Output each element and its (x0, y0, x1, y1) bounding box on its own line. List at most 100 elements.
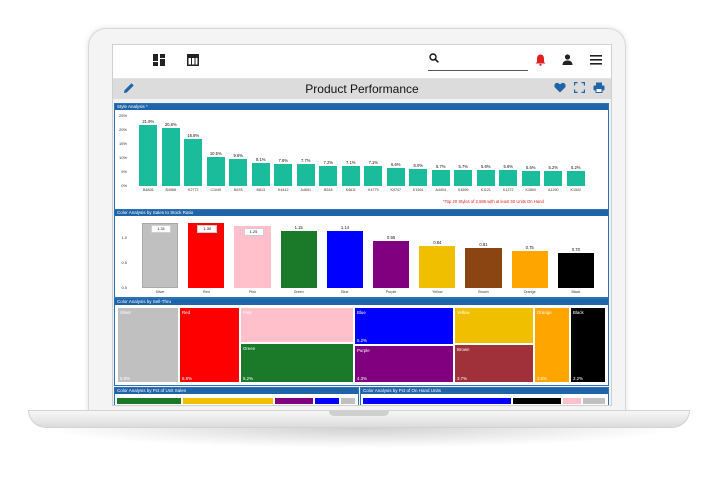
sellthru-tile-yellow[interactable]: Yellow (454, 307, 534, 344)
sellthru-tile-name: Brown (457, 347, 470, 352)
style-bar[interactable] (251, 163, 270, 186)
sellthru-tile-orange[interactable]: Orange 3.6% (534, 307, 570, 383)
style-category-label: K2772 (188, 188, 199, 192)
style-analysis-header: Style Analysis * (115, 104, 608, 110)
style-bar[interactable] (386, 167, 405, 186)
style-bar-value-label: 7.8% (278, 158, 289, 164)
style-bar-value-label: 5.6% (503, 164, 514, 170)
ratio-value-badge: 1.31 (151, 224, 172, 233)
style-category-label: K4611 (345, 188, 356, 192)
ratio-value-label: 0.81 (479, 241, 488, 247)
sellthru-tile-name: Red (182, 310, 191, 315)
top-toolbar (113, 45, 611, 79)
sellthru-tile-name: Silver (120, 310, 131, 315)
ratio-bar[interactable] (142, 222, 179, 288)
sellthru-tile-purple[interactable]: Purple 4.3% (354, 345, 454, 383)
style-bar-value-label: 7.1% (345, 160, 356, 166)
style-category-label: A4404 (435, 188, 446, 192)
print-icon[interactable] (593, 82, 605, 96)
unit-sales-strip (315, 398, 339, 404)
search-box (428, 53, 528, 71)
style-category-label: B4968 (165, 188, 176, 192)
ratio-value-label: 0.75 (525, 244, 534, 250)
sellthru-tile-name: Pink (243, 310, 252, 315)
y-tick-label: 10% (118, 155, 127, 160)
sellthru-tile-silver[interactable]: Silver 5.9% (117, 307, 179, 383)
app-screen: Product Performance Style Analysis * 25%… (112, 44, 612, 406)
style-category-label: C1049 (210, 188, 222, 192)
ratio-bar[interactable] (465, 247, 502, 288)
menu-icon[interactable] (590, 54, 602, 68)
sellthru-panel: Color Analysis by Sell-Thru Silver 5.9% Re… (114, 298, 609, 386)
style-bar[interactable] (296, 164, 315, 186)
sellthru-tile-value: 5.8% (182, 376, 193, 381)
style-bar[interactable] (364, 166, 383, 186)
ratio-bar[interactable] (373, 240, 410, 288)
sellthru-tile-name: Yellow (457, 310, 470, 315)
style-bar[interactable] (206, 156, 225, 186)
ratio-bar[interactable] (557, 253, 594, 288)
sellthru-tile-name: Blue (357, 310, 366, 315)
sellthru-tile-green[interactable]: Green 5.2% (240, 343, 354, 383)
style-bar[interactable] (499, 170, 518, 186)
onhand-strip (513, 398, 561, 404)
sellthru-tile-blue[interactable]: Blue 5.2% (354, 307, 454, 345)
user-icon[interactable] (562, 54, 573, 68)
onhand-strip (563, 398, 581, 404)
y-tick-label: 5% (121, 169, 127, 174)
style-bar-value-label: 7.1% (368, 160, 379, 166)
sellthru-tile-pink[interactable]: Pink (240, 307, 354, 343)
style-category-label: B678 (234, 188, 243, 192)
style-bar-value-label: 5.7% (435, 164, 446, 170)
ratio-bar[interactable] (511, 250, 548, 288)
style-bar[interactable] (184, 138, 203, 186)
y-tick-label: 25% (118, 113, 127, 118)
search-input[interactable] (444, 54, 528, 70)
style-bar[interactable] (544, 171, 563, 186)
alert-bell-icon[interactable] (535, 54, 546, 69)
style-category-label: K1272 (503, 188, 514, 192)
ratio-bar[interactable] (234, 225, 271, 288)
style-bar[interactable] (521, 170, 540, 186)
style-bar[interactable] (409, 169, 428, 186)
style-bar[interactable] (566, 171, 585, 186)
style-bar[interactable] (431, 170, 450, 186)
style-bar-value-label: 7.7% (300, 158, 311, 164)
style-bar-value-label: 16.8% (187, 132, 200, 138)
ratio-bar[interactable] (280, 230, 317, 288)
ratio-bar[interactable] (188, 223, 225, 288)
style-bar[interactable] (319, 165, 338, 186)
style-bar[interactable] (454, 170, 473, 186)
style-bar-value-label: 6.0% (413, 163, 424, 169)
table-icon[interactable] (187, 54, 199, 69)
sellthru-tile-value: 3.2% (573, 376, 584, 381)
style-bar[interactable] (229, 159, 248, 186)
sellthru-tile-red[interactable]: Red 5.8% (179, 307, 240, 383)
ratio-category-label: Brown (478, 290, 489, 294)
sellthru-tile-brown[interactable]: Brown 3.7% (454, 344, 534, 383)
sellthru-tile-black[interactable]: Black 3.2% (570, 307, 606, 383)
ratio-value-badge: 1.30 (197, 225, 218, 233)
sellthru-tile-value: 3.6% (537, 376, 548, 381)
style-bar[interactable] (476, 170, 495, 186)
dashboard-icon[interactable] (153, 54, 165, 69)
style-bar[interactable] (274, 164, 293, 186)
sellthru-tile-name: Black (573, 310, 584, 315)
ratio-bar[interactable] (419, 246, 456, 288)
sellthru-tile-value: 5.9% (120, 376, 131, 381)
style-bar-value-label: 9.6% (233, 153, 244, 159)
style-analysis-footnote: *Top 20 Styles of 2,596 with at least 50… (443, 199, 544, 204)
style-category-label: B518 (324, 188, 333, 192)
page-titlebar: Product Performance (113, 79, 611, 99)
style-category-label: K4412 (278, 188, 289, 192)
fullscreen-icon[interactable] (573, 81, 586, 96)
style-bar-value-label: 21.9% (142, 118, 155, 124)
ratio-bar[interactable] (326, 231, 363, 288)
style-category-label: E1591 (413, 188, 424, 192)
style-bar[interactable] (161, 127, 180, 186)
style-bar[interactable] (139, 124, 158, 186)
style-bar[interactable] (341, 166, 360, 186)
ratio-category-label: Green (293, 290, 304, 294)
heart-icon[interactable] (554, 82, 566, 96)
pencil-icon[interactable] (123, 82, 135, 97)
